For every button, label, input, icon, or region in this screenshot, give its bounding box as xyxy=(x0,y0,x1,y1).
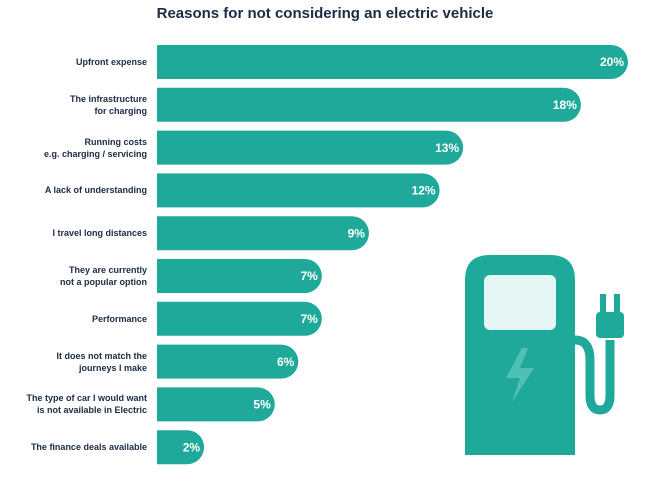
value-label: 7% xyxy=(301,269,319,283)
bar xyxy=(157,45,628,79)
value-label: 18% xyxy=(553,98,577,112)
value-label: 13% xyxy=(435,141,459,155)
category-label: They are currently not a popular option xyxy=(60,265,147,287)
category-label: Performance xyxy=(91,313,147,324)
value-label: 5% xyxy=(253,398,271,412)
category-label: Running costs e.g. charging / servicing xyxy=(43,136,147,159)
category-label: I travel long distances xyxy=(52,228,147,239)
pump-icon xyxy=(465,255,624,455)
value-label: 9% xyxy=(348,226,366,240)
bar xyxy=(157,173,440,208)
bar xyxy=(157,87,581,122)
category-label: A lack of understanding xyxy=(44,185,147,196)
chart-title: Reasons for not considering an electric … xyxy=(156,5,494,22)
bar xyxy=(157,430,205,465)
value-label: 12% xyxy=(412,184,436,198)
bar xyxy=(157,216,369,251)
category-label: The finance deals available xyxy=(30,442,147,453)
value-label: 20% xyxy=(600,55,624,69)
category-label: The type of car I would want is not avai… xyxy=(26,393,147,416)
value-label: 7% xyxy=(301,312,319,326)
bar xyxy=(157,387,275,422)
bar xyxy=(157,301,322,336)
category-label: It does not match the journeys I make xyxy=(56,350,147,373)
bar xyxy=(157,259,322,293)
value-label: 6% xyxy=(277,355,295,369)
bar xyxy=(157,130,464,165)
category-label: The infrastructure for charging xyxy=(69,93,147,116)
value-label: 2% xyxy=(183,440,201,454)
category-label: Upfront expense xyxy=(75,57,147,67)
bar xyxy=(157,344,299,379)
